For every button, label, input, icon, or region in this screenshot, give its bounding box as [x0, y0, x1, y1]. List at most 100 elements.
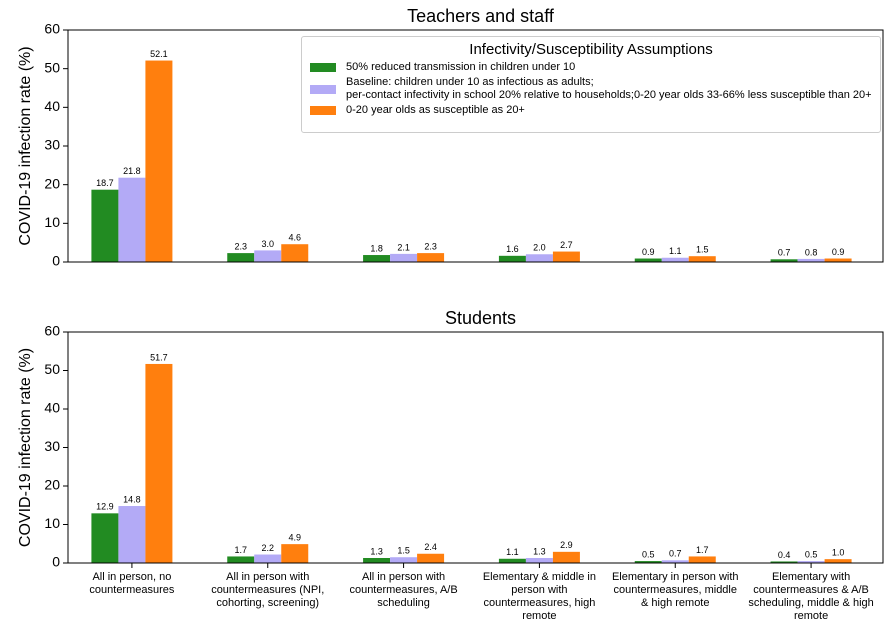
x-tick-label: All in person with countermeasures, A/B … — [349, 571, 458, 609]
bar — [254, 554, 282, 563]
value-label: 1.5 — [696, 245, 709, 255]
bar — [281, 544, 309, 563]
y-tick-label: 20 — [44, 477, 60, 493]
value-label: 52.1 — [150, 49, 168, 59]
y-tick-label: 50 — [44, 361, 60, 377]
value-label: 21.8 — [123, 166, 141, 176]
value-label: 1.3 — [533, 546, 546, 556]
bar — [688, 256, 716, 262]
bar — [688, 556, 716, 563]
value-label: 12.9 — [96, 502, 114, 512]
value-label: 1.1 — [506, 547, 519, 557]
legend-label: 0-20 year olds as susceptible as 20+ — [346, 104, 525, 116]
legend-swatch — [310, 84, 336, 94]
value-label: 2.2 — [261, 543, 274, 553]
bar — [254, 250, 282, 262]
y-axis-label: COVID-19 infection rate (%) — [17, 348, 34, 547]
value-label: 2.9 — [560, 540, 573, 550]
bar — [525, 557, 553, 563]
x-tick-label: Elementary & middle in person with count… — [482, 571, 596, 622]
bar — [91, 513, 119, 563]
value-label: 1.6 — [506, 244, 519, 254]
y-tick-label: 50 — [44, 59, 60, 75]
value-label: 51.7 — [150, 352, 168, 362]
value-label: 18.7 — [96, 178, 114, 188]
y-tick-label: 10 — [44, 214, 60, 230]
bar — [661, 560, 689, 563]
bar — [634, 561, 662, 563]
value-label: 1.1 — [669, 246, 682, 256]
chart-title: Students — [445, 308, 516, 328]
value-label: 2.7 — [560, 240, 573, 250]
bar — [552, 251, 580, 262]
y-tick-label: 20 — [44, 175, 60, 191]
value-label: 1.7 — [234, 545, 247, 555]
bar — [498, 255, 526, 262]
y-tick-label: 40 — [44, 98, 60, 114]
value-label: 2.0 — [533, 243, 546, 253]
bar — [390, 557, 418, 563]
y-axis-label: COVID-19 infection rate (%) — [17, 46, 34, 245]
bar — [227, 253, 255, 262]
bar — [661, 257, 689, 262]
value-label: 1.0 — [832, 548, 845, 558]
y-tick-label: 30 — [44, 137, 60, 153]
value-label: 2.3 — [234, 241, 247, 251]
value-label: 2.1 — [397, 242, 410, 252]
chart-title: Teachers and staff — [407, 6, 555, 26]
value-label: 0.9 — [832, 247, 845, 257]
value-label: 0.9 — [642, 247, 655, 257]
bar — [797, 561, 825, 563]
legend-title: Infectivity/Susceptibility Assumptions — [469, 41, 713, 58]
value-label: 2.3 — [424, 241, 437, 251]
y-tick-label: 30 — [44, 438, 60, 454]
bar — [552, 551, 580, 563]
plot-frame — [67, 29, 884, 263]
value-label: 4.9 — [288, 533, 301, 543]
legend: Infectivity/Susceptibility Assumptions 50… — [301, 36, 881, 133]
bar — [145, 363, 173, 563]
bar — [525, 254, 553, 262]
value-label: 0.5 — [642, 549, 655, 559]
bar — [363, 255, 391, 262]
bar — [770, 259, 798, 262]
legend-label: 50% reduced transmission in children und… — [346, 61, 576, 73]
y-tick-label: 0 — [52, 253, 60, 269]
bar — [91, 189, 119, 262]
legend-item: 0-20 year olds as susceptible as 20+ — [310, 104, 872, 117]
value-label: 3.0 — [261, 239, 274, 249]
value-label: 0.7 — [669, 549, 682, 559]
value-label: 0.4 — [778, 550, 791, 560]
bar — [797, 258, 825, 262]
y-tick-label: 60 — [44, 21, 60, 37]
y-tick-label: 10 — [44, 515, 60, 531]
bar — [281, 244, 309, 262]
value-label: 4.6 — [288, 233, 301, 243]
bar — [118, 506, 146, 563]
x-tick-label: All in person, no countermeasures — [89, 571, 175, 596]
bar — [363, 557, 391, 563]
bar — [417, 253, 445, 262]
value-label: 0.8 — [805, 247, 818, 257]
legend-item: Baseline: children under 10 as infectiou… — [310, 76, 872, 102]
value-label: 2.4 — [424, 542, 437, 552]
x-tick-label: Elementary in person with countermeasure… — [611, 571, 739, 609]
bar — [824, 559, 852, 563]
value-label: 1.7 — [696, 545, 709, 555]
bar — [770, 561, 798, 563]
value-label: 14.8 — [123, 494, 141, 504]
legend-swatch — [310, 63, 336, 72]
y-tick-label: 60 — [44, 323, 60, 339]
legend-item: 50% reduced transmission in children und… — [310, 61, 872, 74]
y-tick-label: 0 — [52, 554, 60, 570]
bar — [498, 558, 526, 563]
x-tick-label: All in person with countermeasures (NPI,… — [211, 571, 325, 609]
bar — [390, 253, 418, 262]
bar — [145, 60, 173, 263]
value-label: 1.5 — [397, 546, 410, 556]
y-tick-label: 40 — [44, 400, 60, 416]
bar — [824, 258, 852, 262]
value-label: 1.8 — [370, 243, 383, 253]
